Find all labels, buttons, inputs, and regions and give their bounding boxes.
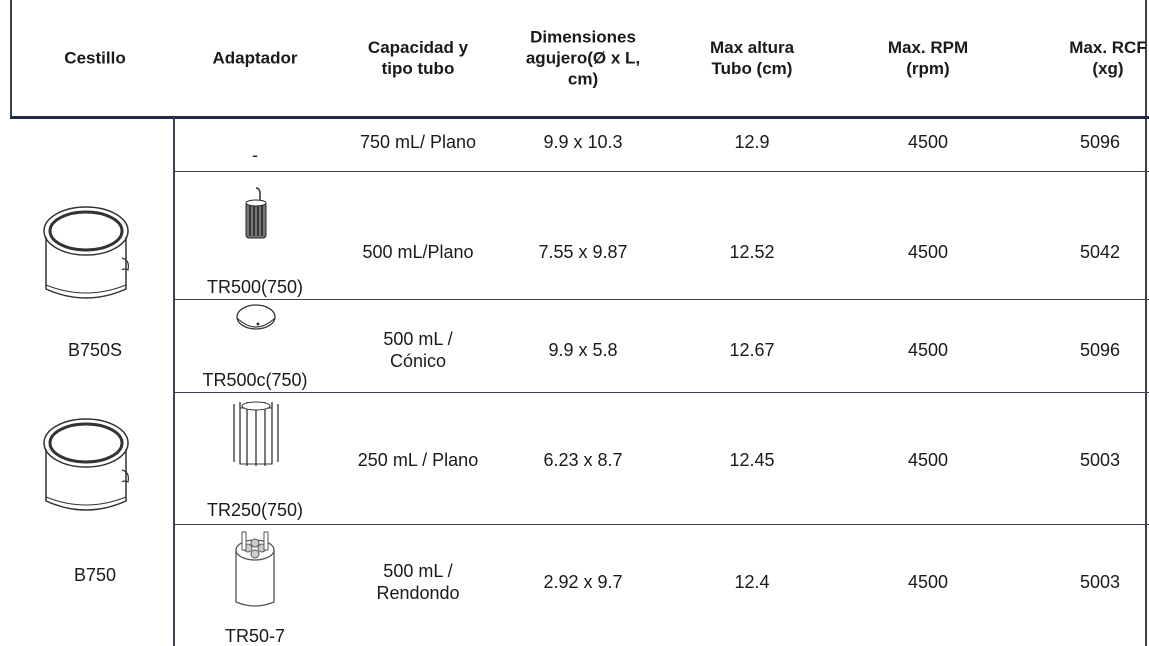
cell: 5003 — [1079, 450, 1121, 470]
cell-line: 500 mL / — [383, 329, 453, 349]
bucket-image — [43, 206, 129, 299]
cell: 12.9 — [734, 132, 770, 152]
cell: TR250(750) — [206, 500, 304, 520]
bucket-image — [43, 418, 129, 511]
row-rule — [174, 171, 1149, 172]
cell: 12.52 — [729, 242, 775, 262]
cell-line: Max. RPM — [887, 38, 969, 57]
cell-line: (xg) — [1092, 59, 1124, 78]
cell: 12.45 — [729, 450, 775, 470]
cell-line: 500 mL / — [383, 561, 453, 581]
cell-line: Rendondo — [376, 583, 460, 603]
cell: 4500 — [907, 242, 949, 262]
cell-line: (rpm) — [906, 59, 950, 78]
cell: 500 mL/Plano — [362, 242, 474, 262]
cell: 750 mL/ Plano — [359, 132, 477, 152]
cell: 4500 — [907, 132, 949, 152]
cell: Max. RPM (rpm) — [888, 37, 968, 79]
cell: 2.92 x 9.7 — [543, 572, 623, 592]
cell: 12.4 — [734, 572, 770, 592]
cell: 12.67 — [729, 340, 775, 360]
cell: B750S — [67, 340, 123, 360]
adapter-image — [235, 531, 275, 607]
row-rule — [174, 392, 1149, 393]
column-rule — [173, 117, 175, 646]
header-rule — [10, 116, 1149, 119]
cell-line: Cónico — [389, 351, 447, 371]
adapter-image — [233, 401, 279, 466]
cell: Capacidad y tipo tubo — [368, 37, 468, 79]
adapter-image — [236, 304, 276, 330]
cell: Max altura Tubo (cm) — [710, 37, 794, 79]
cell-line: Max. RCF — [1069, 38, 1147, 57]
cell: 500 mL / Rendondo — [376, 560, 459, 604]
cell-line: agujero(Ø x L, — [525, 48, 641, 68]
cell: Adaptador — [212, 48, 298, 68]
cell: 9.9 x 10.3 — [543, 132, 623, 152]
cell: TR500(750) — [206, 277, 304, 297]
cell: TR500c(750) — [202, 370, 308, 390]
cell: Max. RCF (xg) — [1069, 37, 1146, 79]
cell: 5096 — [1079, 340, 1121, 360]
cell: Dimensiones agujero(Ø x L, cm) — [526, 27, 640, 90]
cell: 4500 — [907, 572, 949, 592]
cell-line: Dimensiones — [530, 27, 636, 47]
cell: - — [252, 145, 258, 165]
cell: 4500 — [907, 340, 949, 360]
cell: Cestillo — [64, 48, 126, 68]
right-border — [1145, 0, 1147, 646]
cell-line: Max altura — [709, 38, 795, 57]
cell-line: Capacidad y — [367, 38, 469, 57]
cell: 5003 — [1079, 572, 1121, 592]
adapter-image — [245, 187, 267, 239]
cell: 500 mL / Cónico — [383, 328, 452, 372]
cell: 5042 — [1079, 242, 1121, 262]
cell: 7.55 x 9.87 — [538, 242, 628, 262]
cell: TR50-7 — [224, 626, 286, 646]
cell-line: Tubo (cm) — [711, 59, 793, 78]
cell-line: cm) — [567, 69, 599, 89]
cell: 250 mL / Plano — [357, 450, 479, 470]
cell: 6.23 x 8.7 — [543, 450, 623, 470]
cell: 5096 — [1079, 132, 1121, 152]
cell: 4500 — [907, 450, 949, 470]
cell: B750 — [73, 565, 117, 585]
row-rule — [174, 299, 1149, 300]
cell: 9.9 x 5.8 — [548, 340, 618, 360]
left-border — [10, 0, 12, 117]
cell-line: tipo tubo — [381, 59, 455, 78]
row-rule — [174, 524, 1149, 525]
